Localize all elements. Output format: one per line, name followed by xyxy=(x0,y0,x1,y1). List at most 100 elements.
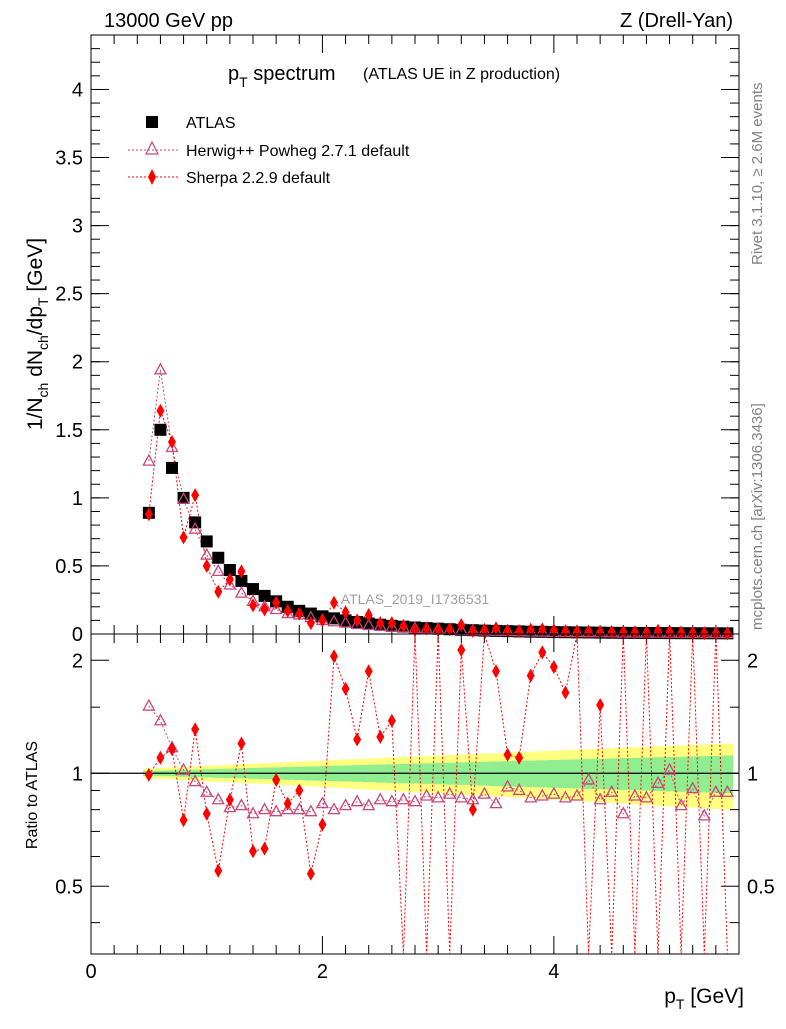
ratio-axis-ticks: 0.5 0.5 1 1 2 2 0 2 4 xyxy=(55,634,775,983)
sherpa-point xyxy=(353,613,362,628)
sherpa-ratio-point xyxy=(202,806,211,821)
sherpa-ratio-line xyxy=(148,633,728,955)
sherpa-point xyxy=(596,624,605,639)
atlas-point xyxy=(177,491,190,504)
herwig-ratio-point xyxy=(211,792,225,805)
atlas-point xyxy=(362,617,375,630)
main-y-axis-label: 1/Nch dNch/dpT [GeV] xyxy=(24,238,51,430)
atlas-point xyxy=(247,583,259,596)
herwig-ratio-line xyxy=(148,705,728,818)
sherpa-ratio-point xyxy=(492,664,500,679)
sherpa-point xyxy=(306,616,315,631)
sherpa-point xyxy=(573,624,581,639)
legend-marker-herwig xyxy=(145,140,159,155)
herwig-ratio-point xyxy=(246,806,260,819)
herwig-point xyxy=(338,615,353,628)
main-series xyxy=(142,362,735,641)
sherpa-ratio-point xyxy=(468,802,477,817)
sherpa-ratio-point xyxy=(596,698,605,713)
legend-label-sherpa: Sherpa 2.2.9 default xyxy=(186,170,331,187)
herwig-ratio-point xyxy=(709,784,723,797)
sherpa-point xyxy=(168,435,176,450)
sherpa-point xyxy=(225,572,234,587)
herwig-point xyxy=(385,619,399,632)
herwig-point xyxy=(327,614,341,627)
herwig-ratio-point xyxy=(639,790,654,803)
sherpa-point xyxy=(364,607,373,622)
main-title: pT spectrum xyxy=(228,63,336,90)
main-y-tick-label: 3 xyxy=(72,216,83,238)
atlas-point xyxy=(235,574,248,587)
main-y-tick-label: 1 xyxy=(72,488,83,510)
ratio-y-tick-label: 1 xyxy=(72,763,83,785)
sherpa-point xyxy=(619,625,628,640)
sherpa-ratio-point xyxy=(168,742,176,757)
herwig-ratio-point xyxy=(662,762,677,775)
herwig-line xyxy=(148,369,728,634)
sherpa-point xyxy=(700,626,709,641)
sherpa-point xyxy=(607,624,616,639)
sherpa-point xyxy=(584,624,593,639)
herwig-ratio-point xyxy=(385,794,399,807)
herwig-ratio-point xyxy=(153,713,168,726)
sherpa-point xyxy=(445,622,454,637)
sherpa-point xyxy=(422,621,431,636)
herwig-ratio-point xyxy=(628,788,642,801)
sherpa-point xyxy=(515,624,524,639)
analysis-label: ATLAS_2019_I1736531 xyxy=(341,591,490,607)
herwig-point xyxy=(234,585,249,598)
sherpa-point xyxy=(492,621,500,636)
sherpa-point xyxy=(272,595,281,610)
herwig-ratio-point xyxy=(223,800,237,813)
main-y-tick-label: 4 xyxy=(72,79,83,101)
herwig-ratio-point xyxy=(362,798,376,811)
sherpa-ratio-point xyxy=(260,841,269,856)
sherpa-point xyxy=(399,618,408,633)
herwig-point xyxy=(142,453,156,466)
herwig-point xyxy=(176,491,191,504)
herwig-ratio-point xyxy=(524,790,538,803)
sherpa-point xyxy=(330,595,338,610)
sherpa-ratio-point xyxy=(306,866,315,881)
sherpa-ratio-point xyxy=(156,750,165,765)
x-tick-label: 0 xyxy=(85,961,96,983)
sherpa-point xyxy=(237,564,246,579)
herwig-ratio-point xyxy=(443,786,457,799)
atlas-point xyxy=(166,461,178,474)
atlas-point xyxy=(154,423,167,436)
sherpa-ratio-point xyxy=(364,664,373,679)
herwig-ratio-point xyxy=(500,779,515,792)
sherpa-point xyxy=(144,507,153,522)
herwig-ratio-point xyxy=(176,762,191,775)
sherpa-point xyxy=(318,613,327,628)
sherpa-ratio-point xyxy=(538,645,547,660)
legend-label-atlas: ATLAS xyxy=(186,115,236,132)
sherpa-ratio-point xyxy=(318,817,327,832)
atlas-point xyxy=(212,551,225,564)
herwig-ratio-point xyxy=(489,796,503,809)
ratio-y-tick-label-right: 2 xyxy=(747,650,758,672)
sherpa-ratio-point xyxy=(457,643,466,658)
main-title-paren: (ATLAS UE in Z production) xyxy=(363,66,560,83)
herwig-ratio-point xyxy=(720,784,735,797)
title-rest: spectrum xyxy=(248,63,336,85)
sherpa-point xyxy=(179,530,188,545)
header-left-label: 13000 GeV pp xyxy=(104,10,233,32)
legend-label-herwig: Herwig++ Powheg 2.7.1 default xyxy=(186,143,410,160)
ratio-y-tick-label-right: 0.5 xyxy=(747,876,775,898)
sherpa-ratio-point xyxy=(503,747,512,762)
sherpa-point xyxy=(480,622,489,637)
herwig-ratio-point xyxy=(373,792,387,805)
sherpa-point xyxy=(411,622,419,637)
sherpa-point xyxy=(249,598,257,613)
sherpa-point xyxy=(202,558,211,573)
herwig-ratio-point xyxy=(292,802,306,815)
herwig-ratio-point xyxy=(200,784,214,797)
herwig-ratio-point xyxy=(512,783,526,796)
ratio-y-tick-label: 2 xyxy=(72,650,83,672)
sherpa-ratio-point xyxy=(249,844,257,859)
herwig-point xyxy=(153,362,168,375)
sherpa-point xyxy=(387,616,396,631)
legend-marker-sherpa xyxy=(148,169,156,185)
